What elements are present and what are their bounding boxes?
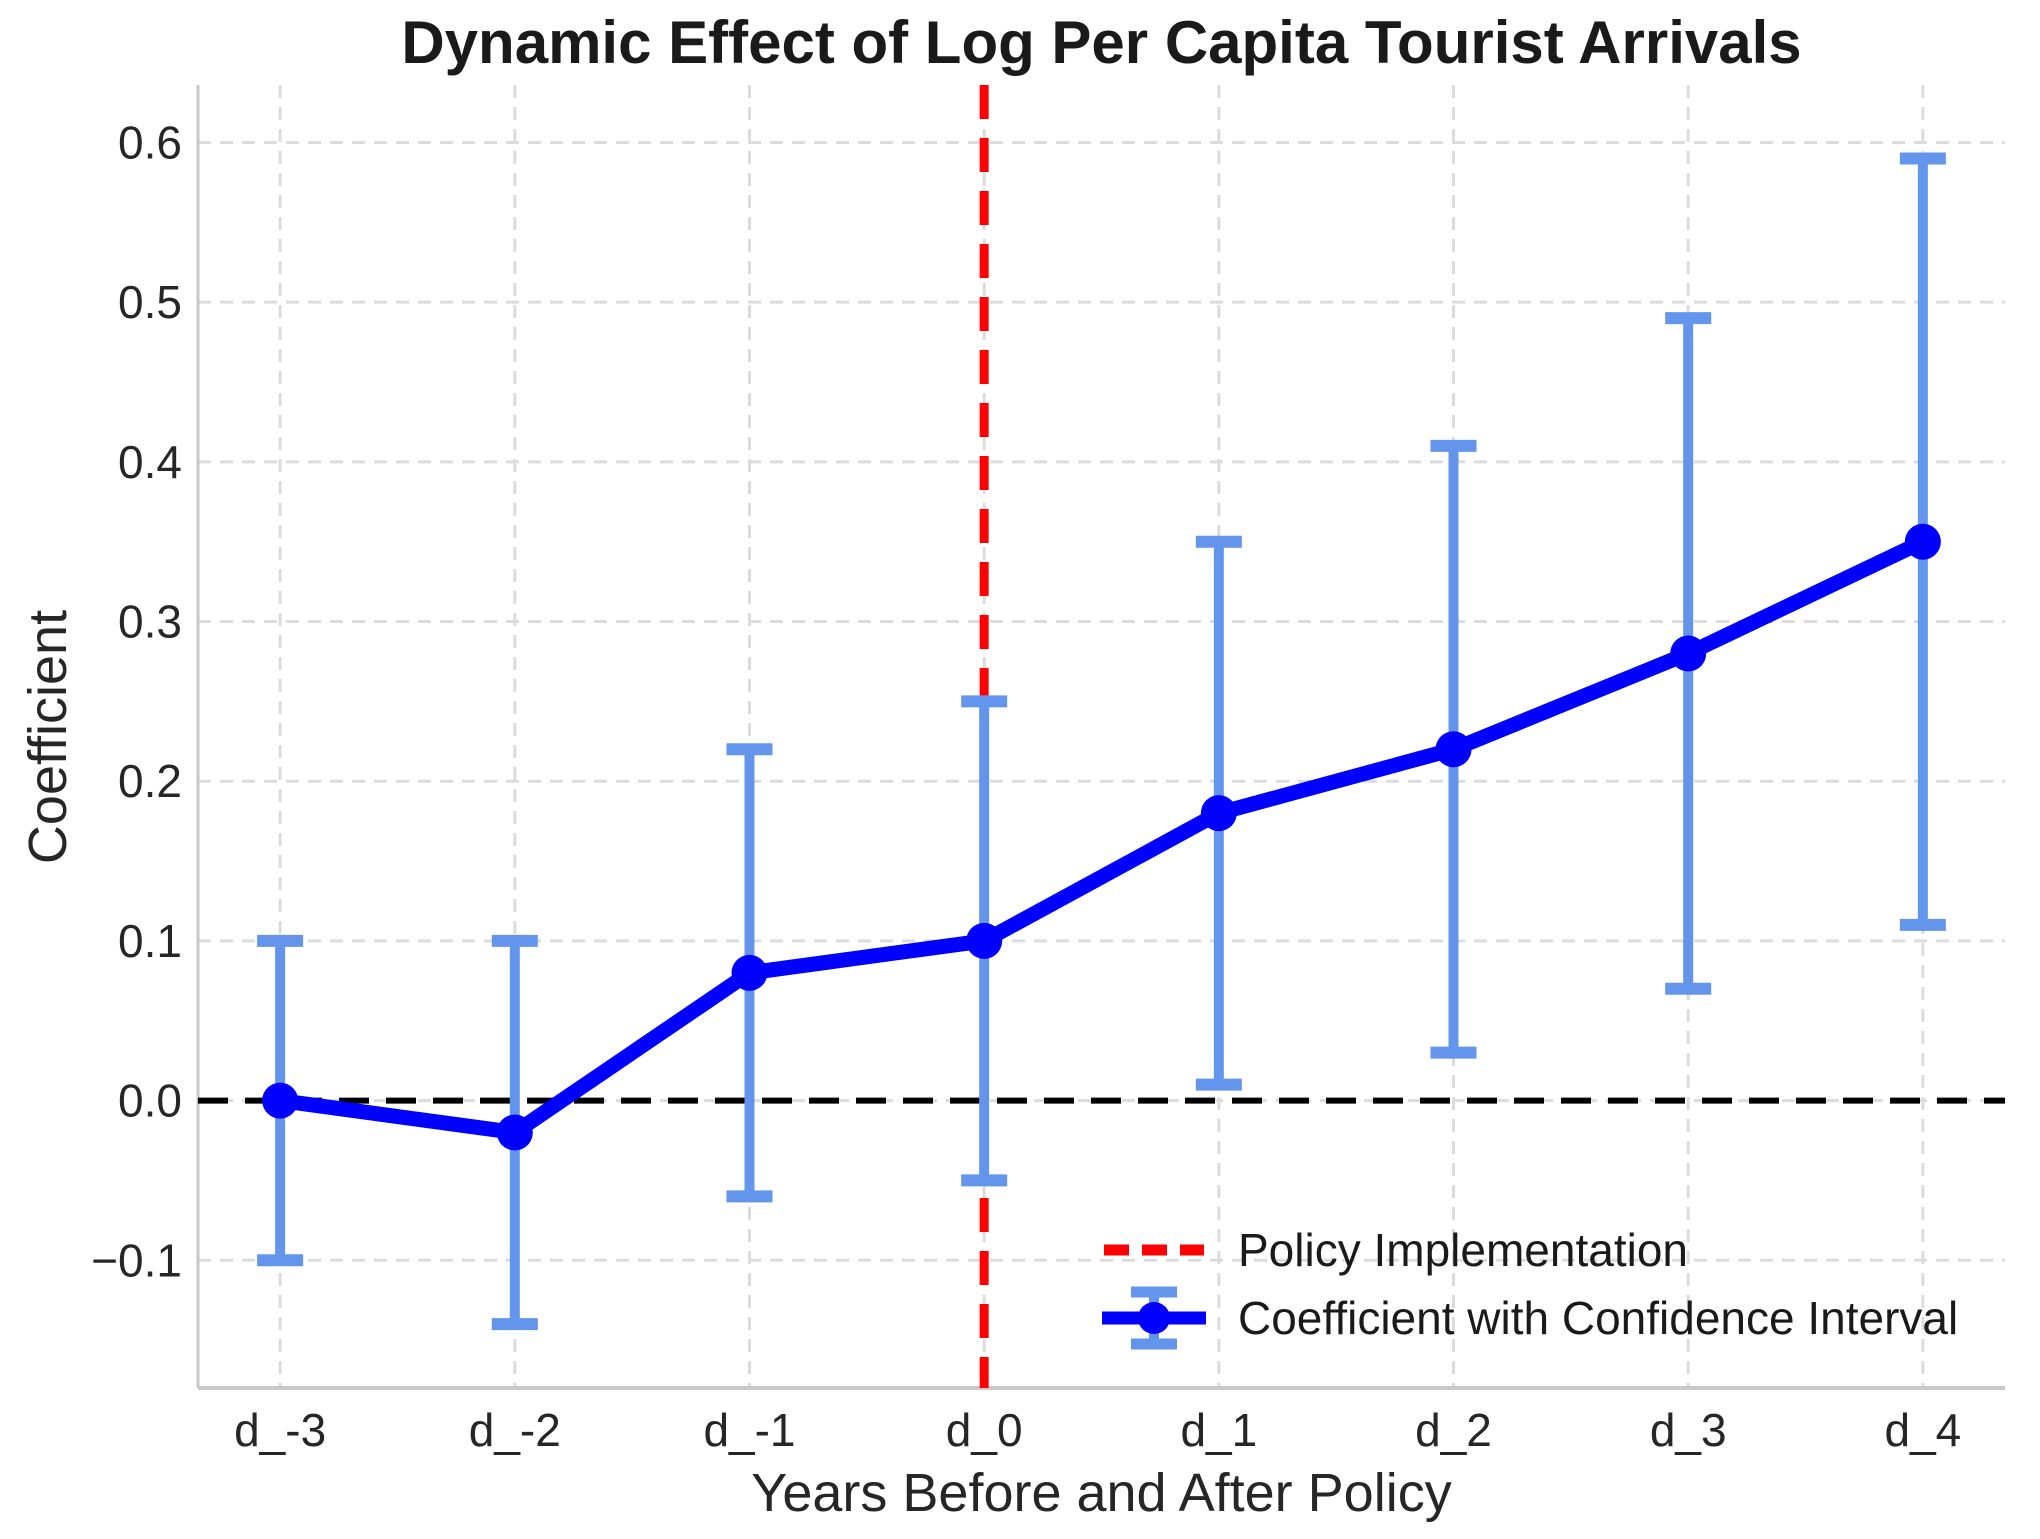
coefficient-point	[731, 954, 768, 991]
chart-title: Dynamic Effect of Log Per Capita Tourist…	[401, 9, 1802, 76]
y-tick-label: 0.5	[118, 276, 182, 328]
coefficient-point	[966, 922, 1003, 959]
y-tick-label: 0.1	[118, 915, 182, 967]
x-axis-label: Years Before and After Policy	[751, 1463, 1452, 1523]
legend: Policy Implementation Coefficient with C…	[1098, 1218, 1958, 1350]
legend-red-dashed-line-icon	[1104, 1244, 1204, 1256]
x-tick-label: d_0	[946, 1404, 1023, 1456]
coefficient-point	[1670, 635, 1707, 672]
y-tick-label: 0.6	[118, 116, 182, 168]
x-tick-label: d_3	[1650, 1404, 1727, 1456]
coefficient-line	[272, 534, 1931, 1141]
legend-label-policy: Policy Implementation	[1238, 1224, 1688, 1276]
x-tick-label: d_1	[1180, 1404, 1257, 1456]
coefficient-point	[1904, 523, 1941, 560]
coefficient-point	[1435, 731, 1472, 768]
coefficient-point	[262, 1082, 299, 1119]
y-tick-label: 0.2	[118, 755, 182, 807]
x-tick-label: d_4	[1884, 1404, 1961, 1456]
legend-item-policy: Policy Implementation	[1098, 1218, 1958, 1282]
y-tick-label: 0.0	[118, 1075, 182, 1127]
y-tick-label: 0.4	[118, 436, 182, 488]
x-tick-label: d_-1	[703, 1404, 795, 1456]
x-tick-label: d_2	[1415, 1404, 1492, 1456]
y-tick-label: −0.1	[91, 1234, 182, 1286]
y-tick-label: 0.3	[118, 596, 182, 648]
x-tick-label: d_-3	[234, 1404, 326, 1456]
coefficient-point	[496, 1114, 533, 1151]
coefficient-point	[1200, 795, 1237, 832]
legend-label-coefficient: Coefficient with Confidence Interval	[1238, 1292, 1959, 1344]
legend-errorbar-icon	[1102, 1286, 1206, 1350]
legend-item-coefficient: Coefficient with Confidence Interval	[1098, 1286, 1958, 1350]
x-tick-label: d_-2	[469, 1404, 561, 1456]
